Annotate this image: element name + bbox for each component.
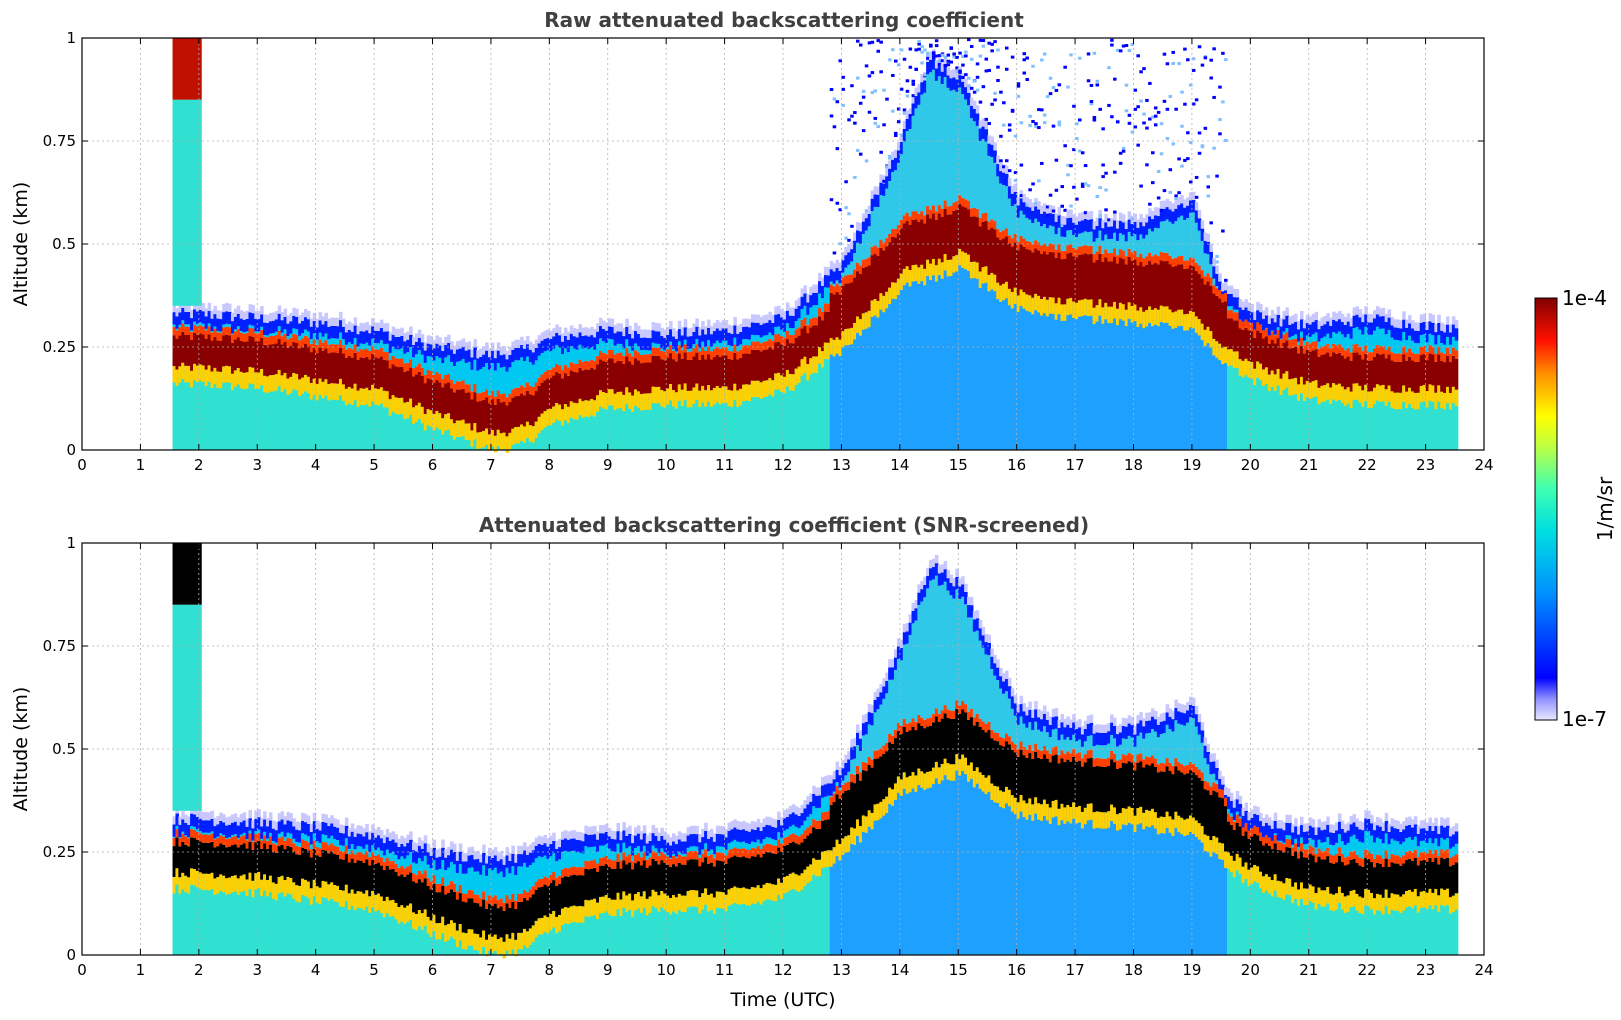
x-tick-label: 11 <box>715 456 734 474</box>
x-tick-label: 4 <box>311 961 321 979</box>
x-tick-label: 23 <box>1416 456 1435 474</box>
y-tick-label: 0 <box>66 441 76 459</box>
x-tick-label: 22 <box>1358 456 1377 474</box>
x-tick-label: 12 <box>773 961 792 979</box>
grid-screened <box>82 543 1484 955</box>
x-tick-label: 12 <box>773 456 792 474</box>
axis-ticks-screened: 0 1 2 3 4 5 6 7 8 9 10 11 12 13 14 15 16 17 18 19 20 21 22 23 24… <box>43 534 1494 979</box>
x-tick-label: 17 <box>1066 961 1085 979</box>
heatmap-screened <box>172 543 1459 959</box>
y-axis-label-screened: Altitude (km) <box>10 687 32 812</box>
x-tick-label: 2 <box>194 456 204 474</box>
x-tick-label: 1 <box>136 961 146 979</box>
x-tick-label: 7 <box>486 961 496 979</box>
x-tick-label: 19 <box>1182 961 1201 979</box>
x-tick-label: 1 <box>136 456 146 474</box>
x-tick-label: 10 <box>657 961 676 979</box>
axis-ticks-raw: 0 1 2 3 4 5 6 7 8 9 10 11 12 13 14 15 16 17 18 19 20 21 22 23 24… <box>43 29 1494 474</box>
x-tick-label: 20 <box>1241 456 1260 474</box>
x-tick-label: 16 <box>1007 456 1026 474</box>
y-tick-label: 0.5 <box>52 740 76 758</box>
panel-screened: Attenuated backscattering coefficient (S… <box>10 513 1494 1011</box>
y-axis-label-raw: Altitude (km) <box>10 182 32 307</box>
x-tick-label: 18 <box>1124 961 1143 979</box>
y-tick-label: 0.25 <box>43 843 76 861</box>
x-tick-label: 3 <box>252 961 262 979</box>
x-tick-label: 13 <box>832 961 851 979</box>
x-tick-label: 6 <box>428 456 438 474</box>
x-tick-label: 15 <box>949 961 968 979</box>
y-tick-label: 1 <box>66 29 76 47</box>
heatmap-raw <box>172 38 1459 453</box>
panel-title-raw: Raw attenuated backscattering coefficien… <box>544 8 1024 32</box>
y-tick-label: 0 <box>66 946 76 964</box>
panel-raw: Raw attenuated backscattering coefficien… <box>10 8 1494 474</box>
x-tick-label: 0 <box>77 961 87 979</box>
y-tick-label: 0.25 <box>43 338 76 356</box>
x-tick-label: 14 <box>890 456 909 474</box>
y-tick-label: 0.5 <box>52 235 76 253</box>
y-tick-label: 0.75 <box>43 637 76 655</box>
colorbar: 1e-4 1e-7 1/m/sr <box>1534 286 1617 731</box>
y-tick-label: 1 <box>66 534 76 552</box>
x-tick-label: 4 <box>311 456 321 474</box>
x-tick-label: 6 <box>428 961 438 979</box>
x-tick-label: 14 <box>890 961 909 979</box>
x-tick-label: 24 <box>1474 961 1493 979</box>
colorbar-unit-label: 1/m/sr <box>1593 476 1617 541</box>
x-tick-label: 7 <box>486 456 496 474</box>
x-tick-label: 8 <box>545 961 555 979</box>
x-tick-label: 21 <box>1299 961 1318 979</box>
x-tick-label: 5 <box>369 961 379 979</box>
x-tick-label: 0 <box>77 456 87 474</box>
x-tick-label: 23 <box>1416 961 1435 979</box>
panel-title-screened: Attenuated backscattering coefficient (S… <box>479 513 1089 537</box>
x-tick-label: 5 <box>369 456 379 474</box>
x-tick-label: 20 <box>1241 961 1260 979</box>
x-tick-label: 9 <box>603 456 613 474</box>
x-tick-label: 9 <box>603 961 613 979</box>
colorbar-max-label: 1e-4 <box>1562 286 1607 310</box>
x-tick-label: 3 <box>252 456 262 474</box>
x-tick-label: 13 <box>832 456 851 474</box>
x-tick-label: 11 <box>715 961 734 979</box>
x-tick-label: 15 <box>949 456 968 474</box>
x-tick-label: 24 <box>1474 456 1493 474</box>
colorbar-min-label: 1e-7 <box>1562 707 1607 731</box>
x-tick-label: 16 <box>1007 961 1026 979</box>
x-tick-label: 2 <box>194 961 204 979</box>
x-tick-label: 18 <box>1124 456 1143 474</box>
x-tick-label: 21 <box>1299 456 1318 474</box>
grid-raw <box>82 38 1484 450</box>
x-axis-label-screened: Time (UTC) <box>729 989 835 1011</box>
y-tick-label: 0.75 <box>43 132 76 150</box>
x-tick-label: 22 <box>1358 961 1377 979</box>
x-tick-label: 10 <box>657 456 676 474</box>
colorbar-scale <box>1534 297 1558 721</box>
x-tick-label: 19 <box>1182 456 1201 474</box>
x-tick-label: 8 <box>545 456 555 474</box>
x-tick-label: 17 <box>1066 456 1085 474</box>
